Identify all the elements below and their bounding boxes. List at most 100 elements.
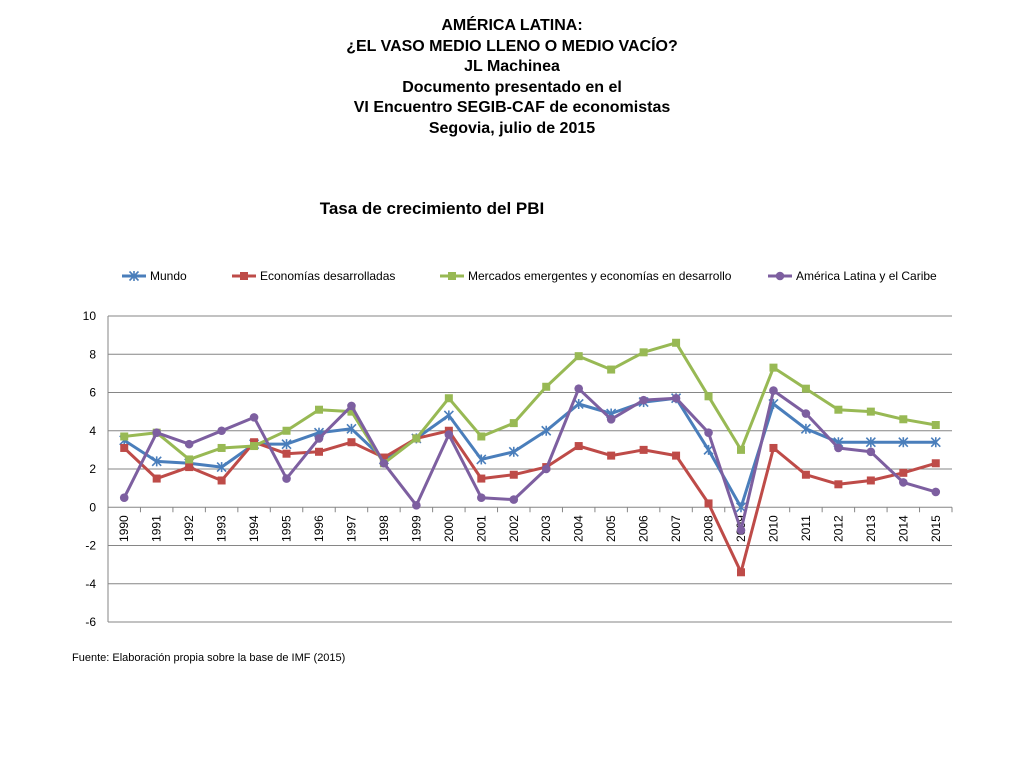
y-tick-label: 2 bbox=[89, 462, 96, 476]
legend-item: Mundo bbox=[122, 269, 187, 283]
legend-item: América Latina y el Caribe bbox=[768, 269, 937, 283]
x-tick-label: 1997 bbox=[344, 515, 358, 542]
data-point bbox=[769, 363, 778, 372]
x-tick-label: 2005 bbox=[604, 515, 618, 542]
y-tick-label: 8 bbox=[89, 347, 96, 361]
data-point bbox=[152, 474, 161, 483]
data-point bbox=[898, 437, 909, 448]
x-tick-label: 1994 bbox=[247, 515, 261, 542]
legend-item: Economías desarrolladas bbox=[232, 269, 395, 283]
x-tick-label: 2014 bbox=[896, 515, 910, 542]
data-point bbox=[379, 458, 389, 468]
y-tick-label: -2 bbox=[85, 539, 96, 553]
data-point bbox=[573, 398, 584, 410]
header-line: JL Machinea bbox=[464, 58, 560, 75]
data-point bbox=[542, 382, 551, 391]
data-point bbox=[737, 568, 745, 577]
header-line: ¿EL VASO MEDIO LLENO O MEDIO VACÍO? bbox=[346, 37, 678, 55]
series-group bbox=[119, 384, 941, 535]
data-point bbox=[736, 525, 746, 535]
x-tick-label: 2013 bbox=[864, 515, 878, 542]
data-point bbox=[639, 445, 648, 454]
x-tick-label: 2001 bbox=[474, 515, 488, 542]
data-point bbox=[899, 415, 908, 424]
data-point bbox=[672, 451, 681, 460]
data-point bbox=[541, 464, 551, 474]
data-point bbox=[606, 414, 616, 424]
x-tick-label: 2007 bbox=[669, 515, 683, 542]
data-point bbox=[217, 426, 226, 436]
data-point bbox=[314, 434, 324, 443]
data-point bbox=[347, 407, 356, 416]
data-point bbox=[443, 410, 454, 421]
header-line: VI Encuentro SEGIB-CAF de economistas bbox=[353, 99, 671, 116]
data-point bbox=[379, 453, 388, 462]
x-tick-label: 2002 bbox=[507, 515, 521, 542]
chart-series bbox=[119, 338, 941, 577]
data-point bbox=[801, 384, 810, 393]
header-line: AMÉRICA LATINA: bbox=[441, 17, 583, 34]
data-point bbox=[801, 470, 810, 479]
data-point bbox=[346, 423, 357, 434]
data-point bbox=[574, 384, 583, 393]
x-tick-label: 1993 bbox=[215, 515, 229, 542]
x-tick-label: 1999 bbox=[409, 515, 423, 542]
data-point bbox=[216, 462, 227, 473]
data-point bbox=[672, 338, 681, 347]
header-line: Documento presentado en el bbox=[402, 78, 622, 96]
data-point bbox=[128, 270, 140, 282]
data-point bbox=[315, 447, 323, 456]
data-point bbox=[508, 446, 519, 457]
data-point bbox=[574, 352, 583, 361]
data-point bbox=[282, 449, 291, 458]
data-point bbox=[184, 439, 194, 449]
data-point bbox=[476, 454, 487, 465]
data-point bbox=[834, 480, 843, 489]
legend-label: Mercados emergentes y economías en desar… bbox=[468, 269, 732, 283]
data-point bbox=[347, 438, 356, 447]
data-point bbox=[671, 393, 681, 403]
data-point bbox=[347, 401, 356, 411]
x-axis-ticks: 1990 1991 1992 1993 1994 1995 1996 1997 1998 1999… bbox=[107, 507, 953, 542]
data-point bbox=[834, 443, 843, 453]
legend-label: Economías desarrolladas bbox=[260, 269, 395, 283]
x-tick-label: 1992 bbox=[182, 515, 196, 542]
series-line bbox=[124, 341, 937, 465]
y-axis-ticks: -6 -4 -2 0 2 4 6 8 10 bbox=[83, 309, 97, 629]
data-point bbox=[704, 428, 713, 437]
data-point bbox=[120, 443, 129, 452]
legend-item: Mercados emergentes y economías en desar… bbox=[440, 269, 732, 283]
data-point bbox=[866, 447, 876, 457]
data-point bbox=[607, 451, 616, 460]
series-group bbox=[120, 426, 940, 577]
line-chart: Tasa de crecimiento del PBI Mundo Economí… bbox=[83, 199, 953, 629]
x-tick-label: 2000 bbox=[442, 515, 456, 542]
data-point bbox=[574, 442, 583, 451]
data-point bbox=[448, 272, 456, 280]
y-tick-label: -4 bbox=[85, 577, 96, 591]
y-tick-label: 6 bbox=[89, 386, 96, 400]
data-point bbox=[509, 419, 518, 428]
data-point bbox=[639, 395, 648, 405]
data-point bbox=[249, 413, 259, 422]
data-point bbox=[834, 405, 843, 414]
data-point bbox=[607, 365, 616, 374]
data-point bbox=[152, 428, 161, 437]
data-point bbox=[639, 348, 648, 357]
x-tick-label: 2012 bbox=[831, 515, 845, 542]
data-point bbox=[119, 493, 129, 502]
data-point bbox=[444, 430, 454, 439]
y-tick-label: -6 bbox=[85, 615, 96, 629]
data-point bbox=[931, 421, 940, 430]
data-point bbox=[769, 386, 778, 395]
data-point bbox=[899, 478, 908, 487]
data-point bbox=[185, 455, 194, 464]
x-tick-label: 2011 bbox=[799, 515, 813, 541]
chart-title: Tasa de crecimiento del PBI bbox=[320, 199, 545, 218]
series-group bbox=[119, 393, 941, 513]
x-tick-label: 2015 bbox=[929, 515, 943, 542]
data-point bbox=[444, 394, 453, 403]
chart-legend: Mundo Economías desarrolladas Mercados eme… bbox=[122, 269, 937, 283]
data-point bbox=[477, 432, 486, 441]
data-point bbox=[217, 443, 226, 452]
